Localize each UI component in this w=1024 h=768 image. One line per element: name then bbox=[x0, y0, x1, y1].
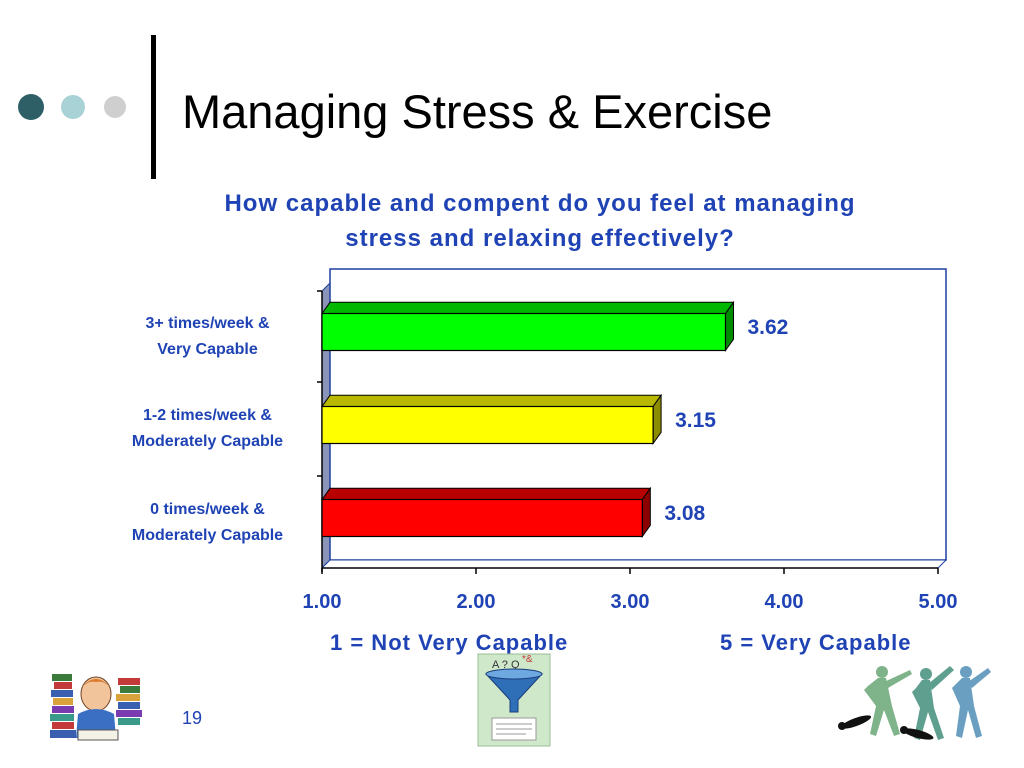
title-divider bbox=[151, 35, 156, 179]
chart-title: How capable and compent do you feel at m… bbox=[150, 186, 930, 256]
slide-title: Managing Stress & Exercise bbox=[182, 85, 773, 138]
reading-student-clipart-icon bbox=[50, 674, 142, 741]
chart-title-line-1: How capable and compent do you feel at m… bbox=[224, 190, 856, 217]
x-tick-label: 1.00 bbox=[303, 591, 342, 613]
dark-dot-icon bbox=[18, 94, 44, 120]
bar bbox=[321, 405, 654, 445]
category-label-3plus: 3+ times/week & Very Capable bbox=[100, 311, 315, 363]
bar-top-face bbox=[321, 394, 663, 407]
svg-text:A ? Q: A ? Q bbox=[492, 659, 520, 671]
bar-value-label: 3.08 bbox=[664, 502, 705, 525]
light-teal-dot-icon bbox=[61, 95, 85, 119]
bar-top-face bbox=[321, 487, 652, 500]
chart-title-line-2: stress and relaxing effectively? bbox=[345, 225, 735, 252]
dancers-clipart-icon bbox=[838, 666, 991, 740]
category-label-line: Moderately Capable bbox=[131, 433, 284, 450]
x-tick-label: 3.00 bbox=[611, 591, 650, 613]
svg-text:*&: *& bbox=[522, 654, 533, 665]
bar-value-label: 3.62 bbox=[747, 316, 788, 339]
page-number: 19 bbox=[182, 708, 203, 728]
gray-dot-icon bbox=[104, 96, 126, 118]
x-tick-label: 4.00 bbox=[765, 591, 804, 613]
funnel-clipart-icon: A ? Q *& bbox=[477, 653, 551, 747]
scale-note-low: 1 = Not Very Capable bbox=[330, 630, 569, 655]
scale-note-high: 5 = Very Capable bbox=[720, 630, 912, 655]
category-label-line: 1-2 times/week & bbox=[143, 407, 272, 424]
category-label-line: Very Capable bbox=[157, 341, 258, 358]
category-label-line: 0 times/week & bbox=[150, 501, 265, 518]
x-tick-label: 2.00 bbox=[457, 591, 496, 613]
bar-top-face bbox=[321, 301, 735, 314]
category-label-line: 3+ times/week & bbox=[145, 315, 270, 332]
x-tick-label: 5.00 bbox=[919, 591, 958, 613]
bar bbox=[321, 498, 643, 538]
plot-floor bbox=[320, 559, 948, 569]
category-label-1to2: 1-2 times/week & Moderately Capable bbox=[100, 403, 315, 455]
bar-value-label: 3.15 bbox=[675, 409, 716, 432]
category-label-line: Moderately Capable bbox=[131, 527, 284, 544]
category-label-0: 0 times/week & Moderately Capable bbox=[100, 497, 315, 549]
bar bbox=[321, 312, 727, 352]
